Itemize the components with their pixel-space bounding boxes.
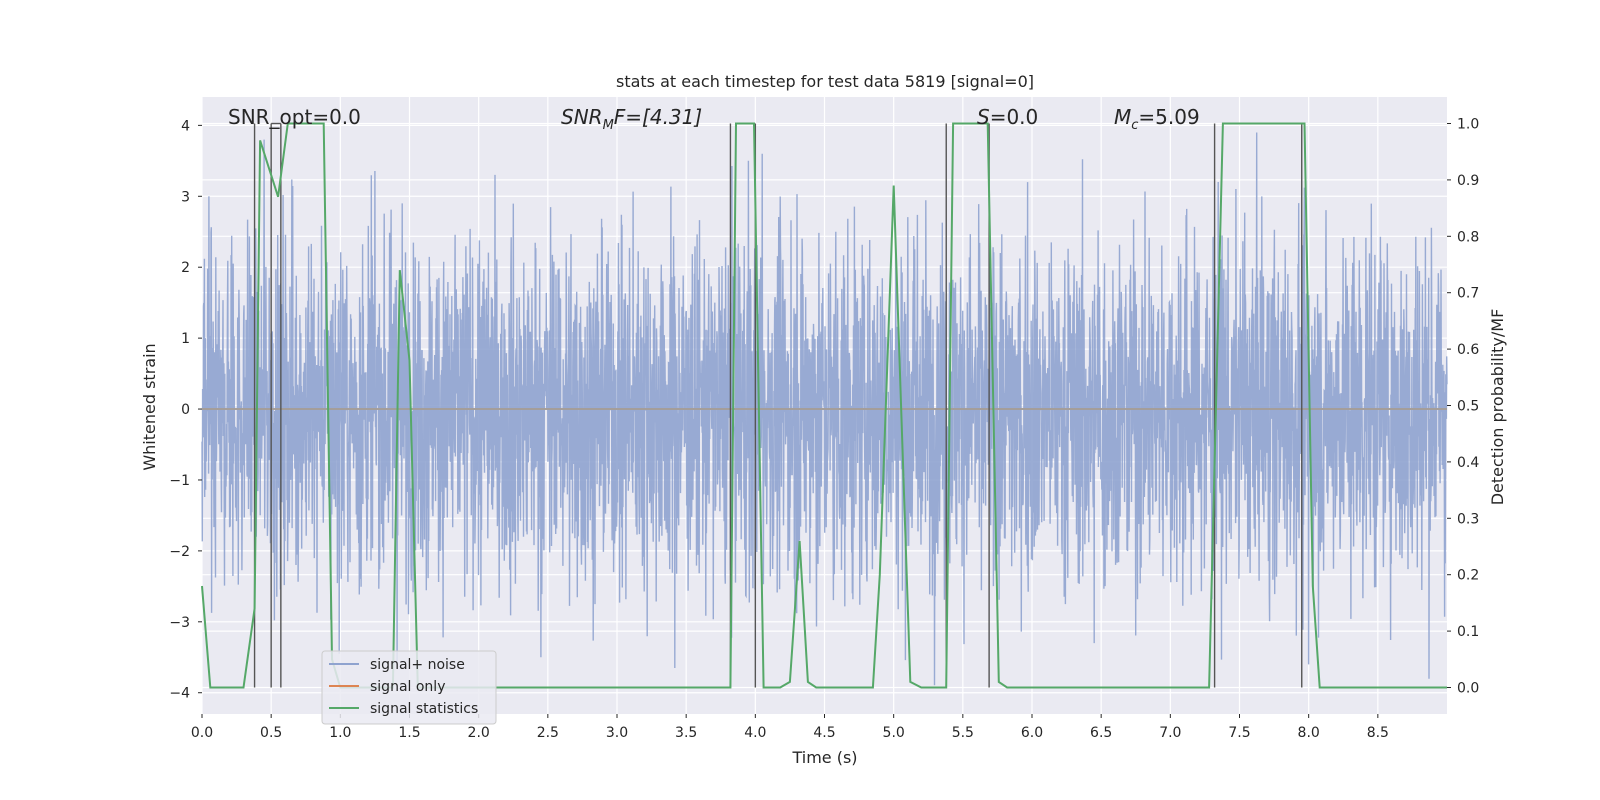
- x-tick-label: 2.5: [537, 725, 559, 741]
- x-tick-label: 0.0: [191, 725, 213, 741]
- x-tick-label: 6.5: [1090, 725, 1112, 741]
- y-right-tick-label: 0.7: [1457, 286, 1479, 302]
- y-tick-label: 3: [181, 189, 190, 205]
- legend-box: [321, 650, 497, 725]
- y-tick-label: −4: [169, 686, 190, 702]
- series-signal-noise: [201, 132, 1448, 686]
- x-tick-label: 6.0: [1021, 725, 1043, 741]
- x-tick-label: 8.0: [1298, 725, 1320, 741]
- series-signal-statistics: [201, 122, 1447, 689]
- y-right-tick-label: 0.4: [1457, 455, 1479, 471]
- x-tick-label: 2.0: [468, 725, 490, 741]
- y-tick-label: 2: [181, 260, 190, 276]
- annotation-s: S=0.0: [977, 105, 1038, 129]
- y-right-tick-label: 0.3: [1457, 511, 1479, 527]
- mc-base: M: [1114, 105, 1131, 129]
- chart-title: stats at each timestep for test data 581…: [616, 72, 1034, 91]
- legend: signal+ noise signal only signal statist…: [321, 650, 497, 725]
- legend-label-signal-only: signal only: [370, 679, 445, 695]
- mc-sub: c: [1131, 118, 1138, 133]
- y-tick-label: −2: [169, 544, 190, 560]
- snr-mf-base: SNR: [561, 105, 603, 129]
- snr-mf-sub: M: [603, 118, 614, 133]
- y-right-tick-label: 0.5: [1457, 399, 1479, 415]
- x-tick-label: 5.5: [952, 725, 974, 741]
- x-tick-label: 4.0: [744, 725, 766, 741]
- x-tick-label: 7.0: [1159, 725, 1181, 741]
- y-tick-label: −3: [169, 615, 190, 631]
- annotation-snr-mf: SNRMF=[4.31]: [561, 105, 702, 133]
- legend-label-signal-noise: signal+ noise: [370, 657, 465, 673]
- y-right-tick-label: 0.8: [1457, 229, 1479, 245]
- x-tick-label: 4.5: [813, 725, 835, 741]
- y-right-tick-label: 0.6: [1457, 342, 1479, 358]
- y-right-tick-label: 0.1: [1457, 624, 1479, 640]
- x-tick-label: 3.0: [606, 725, 628, 741]
- s-base: S: [977, 105, 990, 129]
- snr-mf-rest: F=[4.31]: [614, 105, 702, 129]
- mc-rest: =5.09: [1138, 105, 1199, 129]
- x-axis-label: Time (s): [791, 748, 857, 767]
- signal-noise-line: [201, 132, 1448, 686]
- x-tick-label: 3.5: [675, 725, 697, 741]
- y-tick-label: 4: [181, 118, 190, 134]
- y-tick-label: 1: [181, 331, 190, 347]
- x-tick-label: 1.0: [329, 725, 351, 741]
- s-rest: =0.0: [990, 105, 1039, 129]
- x-tick-label: 7.5: [1228, 725, 1250, 741]
- y-tick-label: 0: [181, 402, 190, 418]
- y-right-tick-label: 0.9: [1457, 173, 1479, 189]
- legend-label-signal-statistics: signal statistics: [370, 701, 478, 717]
- y-right-tick-label: 1.0: [1457, 117, 1479, 133]
- y-axis-label: Whitened strain: [140, 343, 159, 470]
- y-right-axis-label: Detection probability/MF: [1488, 309, 1507, 506]
- annotation-snr-opt: SNR_opt=0.0: [228, 105, 361, 129]
- signal-statistics-line: [201, 122, 1447, 689]
- x-tick-label: 1.5: [398, 725, 420, 741]
- y-right-tick-label: 0.2: [1457, 568, 1479, 584]
- axis-ticks: 0.0 0.5 1.0 1.5 2.0 2.5 3.0 3.5 4.0 4.5 5.0 5.5 6.0 6…: [169, 117, 1479, 741]
- y-right-tick-label: 0.0: [1457, 680, 1479, 696]
- x-tick-label: 8.5: [1367, 725, 1389, 741]
- y-tick-label: −1: [169, 473, 190, 489]
- annotation-mc: Mc=5.09: [1114, 105, 1200, 133]
- x-tick-label: 5.0: [883, 725, 905, 741]
- x-tick-label: 0.5: [260, 725, 282, 741]
